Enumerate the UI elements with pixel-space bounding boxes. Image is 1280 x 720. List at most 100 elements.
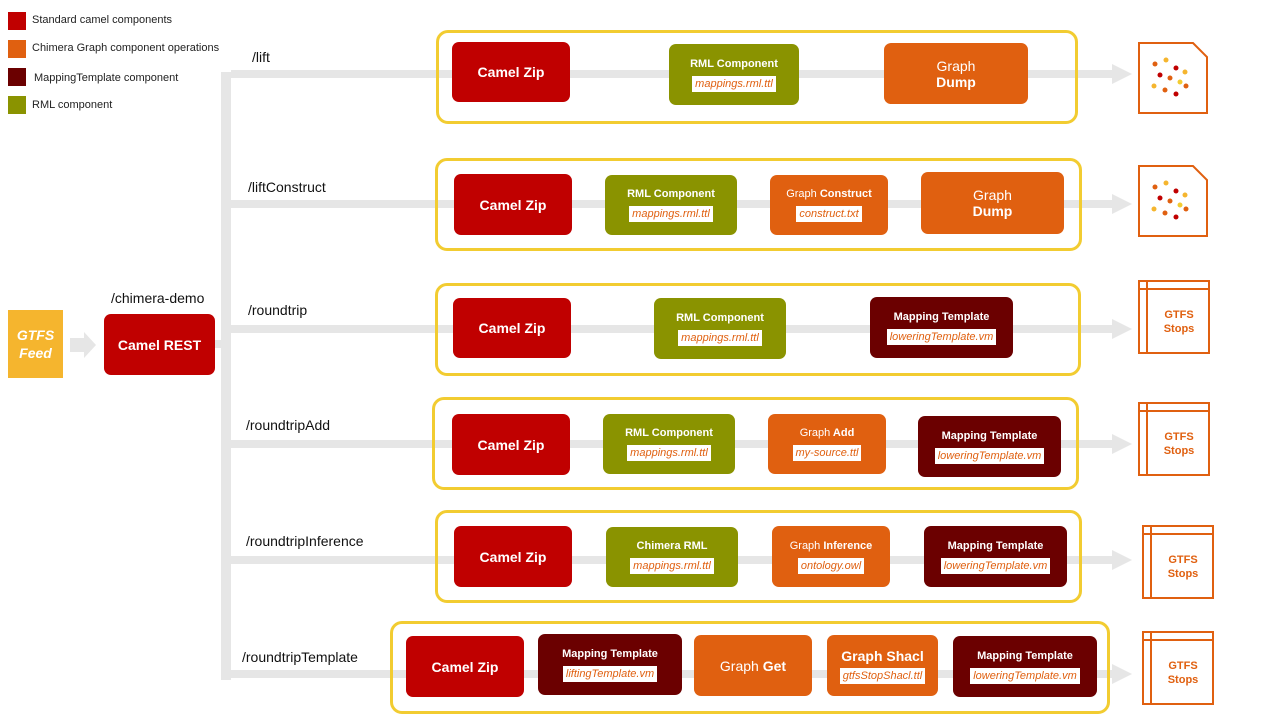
graph-output-icon-liftconstruct [1138, 165, 1208, 237]
mapping-template-label: Mapping Template [947, 539, 1044, 552]
construct-file: construct.txt [796, 206, 862, 222]
mapping-template-label: Mapping Template [893, 310, 990, 323]
camel-zip-label: Camel Zip [479, 548, 547, 565]
legend-label-camel: Standard camel components [32, 14, 173, 26]
mappings-file: mappings.rml.ttl [629, 206, 713, 222]
graph-add-box: Graph Add my-source.ttl [768, 414, 886, 474]
rml-component-box: RML Component mappings.rml.ttl [654, 298, 786, 359]
stops-line2: Stops [1167, 568, 1199, 580]
legend-label-graph: Chimera Graph component operations [32, 42, 220, 54]
gtfs-feed-source: GTFS Feed [8, 310, 63, 378]
chimera-rml-label: Chimera RML [636, 540, 708, 552]
mappings-file: mappings.rml.ttl [678, 329, 762, 346]
graph-label: Graph [799, 427, 831, 439]
route-label-roundtrip: /roundtrip [248, 302, 308, 318]
gtfs-stops-output-icon: GTFS Stops [1138, 402, 1210, 476]
shacl-file: gtfsStopShacl.ttl [839, 667, 926, 684]
mappings-file: mappings.rml.ttl [630, 558, 714, 574]
camel-zip-box: Camel Zip [454, 174, 572, 235]
mapping-template-box: Mapping Template loweringTemplate.vm [918, 416, 1061, 477]
arrow-lift [1112, 64, 1132, 84]
chimera-rml-box: Chimera RML mappings.rml.ttl [606, 527, 738, 587]
stops-line1: GTFS [1168, 554, 1198, 566]
gtfs-feed-line2: Feed [19, 345, 52, 361]
graph-label: Graph [789, 539, 821, 552]
feed-arrow [70, 332, 96, 358]
lowering-template-file: loweringTemplate.vm [886, 328, 997, 345]
lowering-template-file: loweringTemplate.vm [934, 447, 1045, 464]
mapping-template-box: Mapping Template loweringTemplate.vm [953, 636, 1097, 697]
camel-zip-label: Camel Zip [479, 196, 547, 213]
graph-get-box: Graph Get [694, 635, 812, 696]
get-label: Get [762, 657, 787, 674]
legend-label-template: MappingTemplate component [34, 72, 179, 84]
rml-component-box: RML Component mappings.rml.ttl [603, 414, 735, 474]
route-frame-roundtrip [435, 283, 1081, 376]
stops-line1: GTFS [1164, 309, 1194, 321]
mapping-template-label: Mapping Template [941, 429, 1038, 442]
graph-output-icon-lift [1138, 42, 1208, 114]
rest-route-label: /chimera-demo [111, 290, 205, 306]
ontology-file: ontology.owl [797, 557, 865, 574]
route-label-roundtripinference: /roundtripInference [246, 533, 364, 549]
camel-rest-label: Camel REST [117, 336, 202, 353]
graph-label: Graph [973, 187, 1012, 203]
graph-construct-box: Graph Construct construct.txt [770, 175, 888, 235]
legend-swatch-camel [8, 12, 26, 30]
rml-component-box: RML Component mappings.rml.ttl [669, 44, 799, 105]
stops-line2: Stops [1167, 674, 1199, 686]
route-label-liftconstruct: /liftConstruct [248, 179, 326, 195]
camel-zip-label: Camel Zip [477, 436, 545, 453]
gtfs-feed-line1: GTFS [16, 327, 55, 343]
graph-label: Graph [786, 188, 817, 200]
route-frame-liftconstruct [435, 158, 1082, 251]
route-frame-roundtriptemplate [390, 621, 1110, 714]
dump-label: Dump [972, 203, 1013, 219]
arrow-roundtripinference [1112, 550, 1132, 570]
camel-zip-box: Camel Zip [452, 414, 570, 475]
route-frame-lift [436, 30, 1078, 124]
route-label-roundtriptemplate: /roundtripTemplate [242, 649, 358, 665]
lowering-template-file: loweringTemplate.vm [940, 557, 1051, 574]
add-label: Add [832, 427, 855, 439]
arrow-roundtripadd [1112, 434, 1132, 454]
route-frame-roundtripadd [432, 397, 1079, 490]
legend-swatch-graph [8, 40, 26, 58]
graph-label: Graph [936, 57, 976, 74]
lowering-template-file: loweringTemplate.vm [970, 667, 1080, 684]
mapping-template-lifting-box: Mapping Template liftingTemplate.vm [538, 634, 682, 695]
legend-swatch-template [8, 68, 26, 86]
gtfs-stops-output-icon: GTFS Stops [1142, 631, 1214, 705]
mapping-template-label: Mapping Template [977, 649, 1073, 662]
stops-line2: Stops [1163, 445, 1195, 457]
camel-zip-box: Camel Zip [454, 526, 572, 587]
rml-component-box: RML Component mappings.rml.ttl [605, 175, 737, 235]
rml-component-label: RML Component [676, 311, 764, 324]
camel-zip-label: Camel Zip [477, 64, 545, 80]
camel-zip-box: Camel Zip [453, 298, 571, 358]
rml-component-label: RML Component [690, 57, 778, 70]
camel-zip-box: Camel Zip [406, 636, 524, 697]
legend-swatch-rml [8, 96, 26, 114]
camel-zip-label: Camel Zip [431, 658, 499, 675]
rml-component-label: RML Component [625, 427, 713, 439]
graph-inference-box: Graph Inference ontology.owl [772, 526, 890, 587]
graph-shacl-label: Graph Shacl [841, 647, 924, 664]
graph-dump-box: Graph Dump [884, 43, 1028, 104]
route-label-roundtripadd: /roundtripAdd [246, 417, 331, 433]
mapping-template-box: Mapping Template loweringTemplate.vm [924, 526, 1067, 587]
camel-zip-box: Camel Zip [452, 42, 570, 102]
construct-label: Construct [819, 188, 872, 200]
mappings-file: mappings.rml.ttl [692, 75, 776, 92]
stops-line2: Stops [1163, 323, 1195, 335]
graph-dump-box: Graph Dump [921, 172, 1064, 234]
route-label-lift: /lift [252, 49, 270, 65]
graph-shacl-box: Graph Shacl gtfsStopShacl.ttl [827, 635, 938, 696]
mapping-template-label: Mapping Template [562, 647, 658, 660]
route-frame-roundtripinference [435, 510, 1082, 603]
rml-component-label: RML Component [627, 188, 715, 200]
route-trunk [221, 72, 231, 680]
graph-label: Graph [719, 657, 759, 674]
inference-label: Inference [823, 539, 873, 552]
stops-line1: GTFS [1168, 660, 1198, 672]
